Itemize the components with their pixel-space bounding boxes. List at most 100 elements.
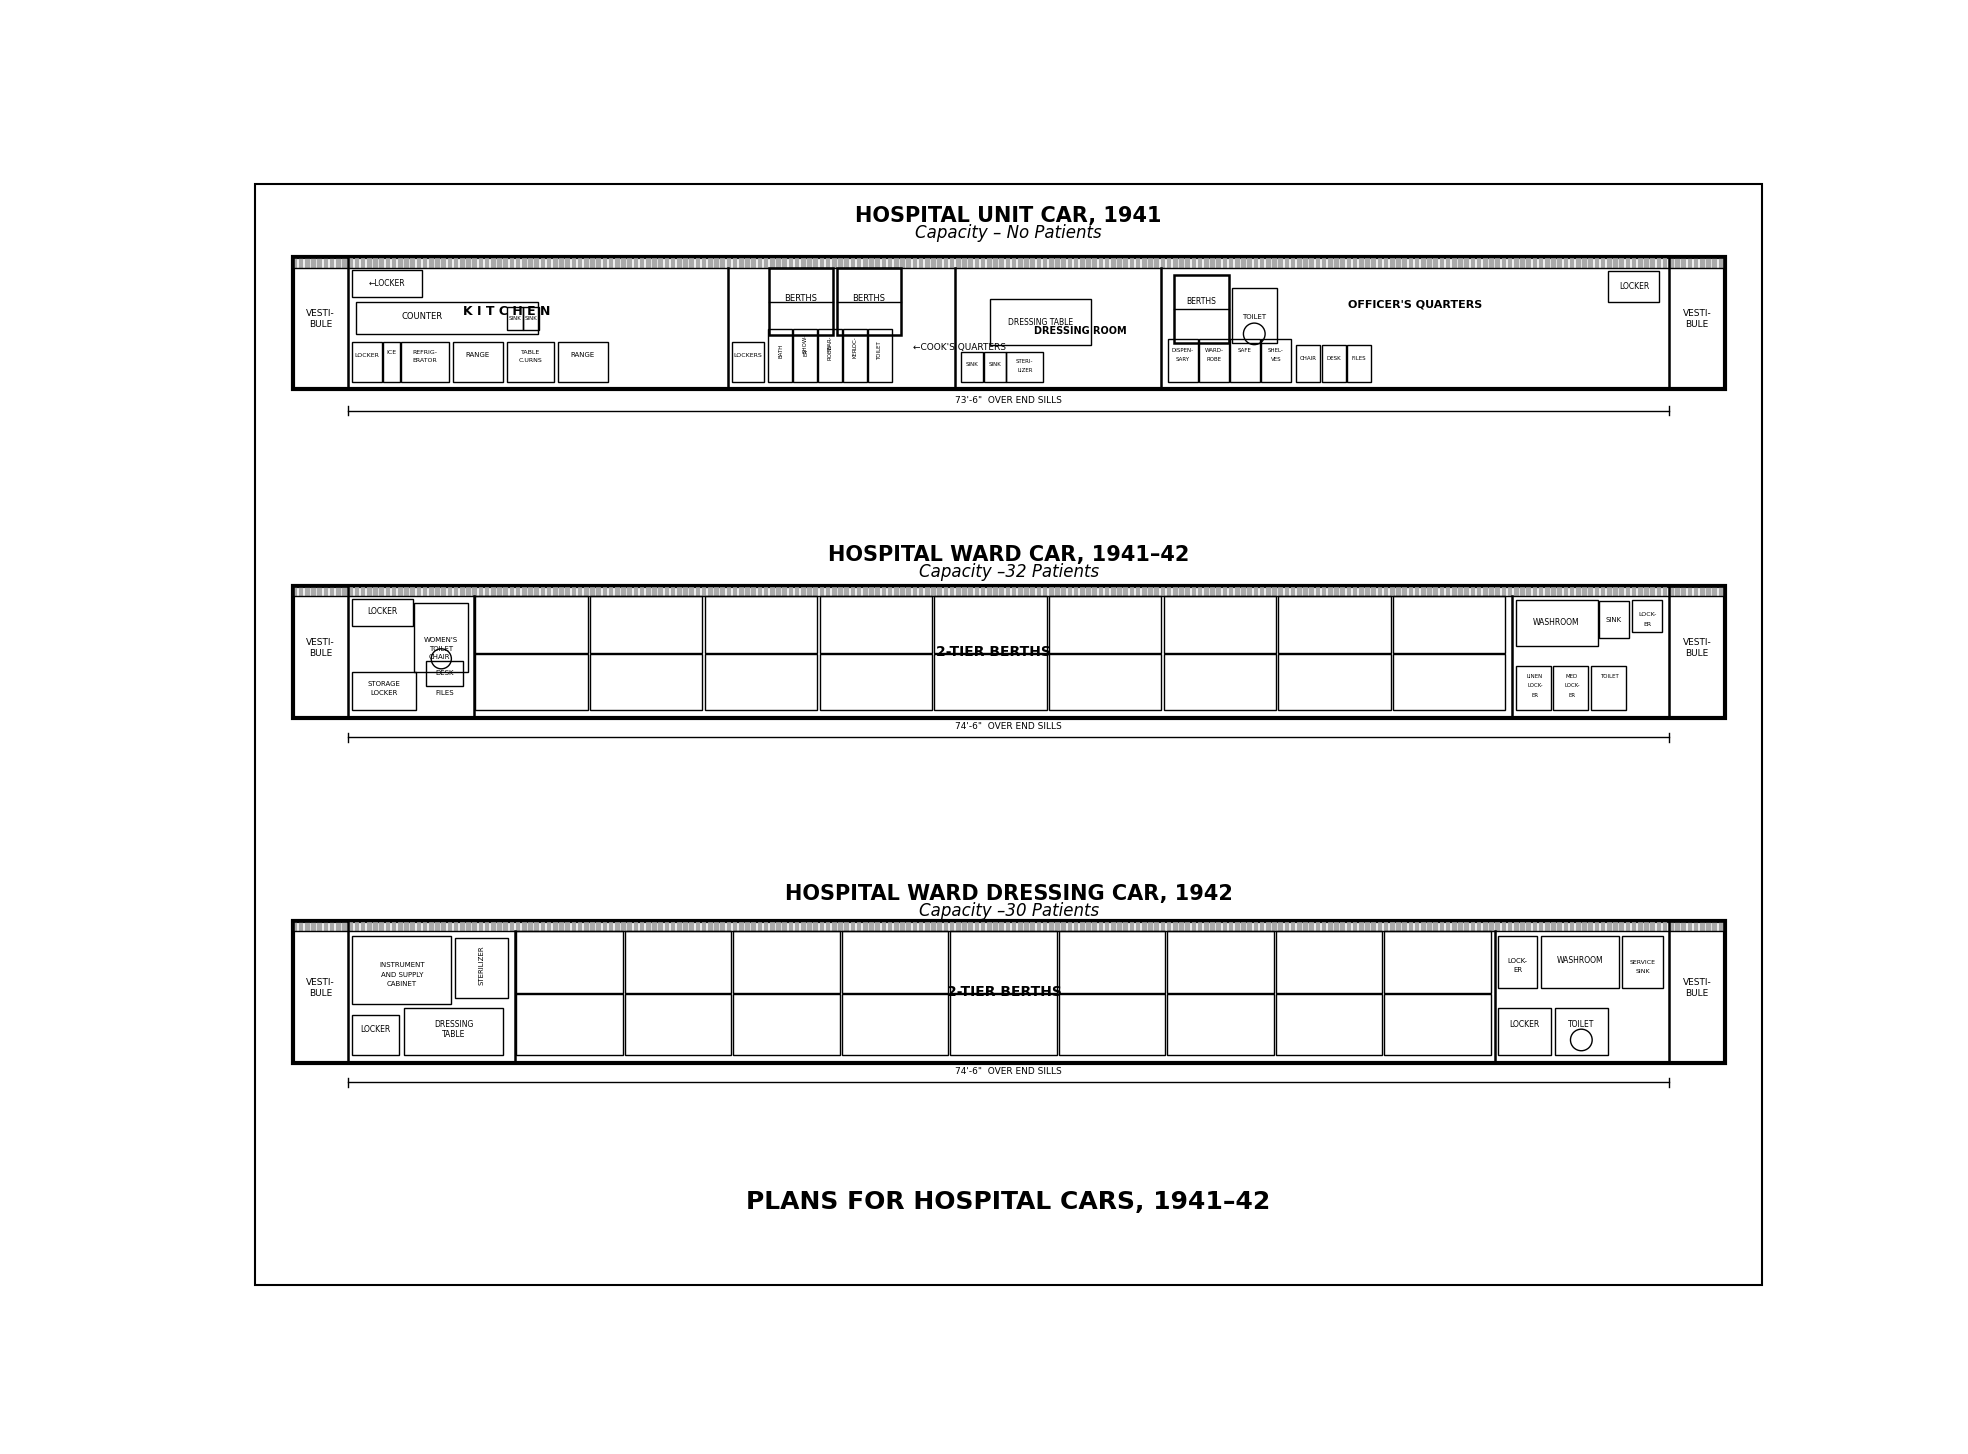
Bar xyxy=(1080,587,1084,596)
Bar xyxy=(634,922,638,932)
Text: BULE: BULE xyxy=(1685,648,1708,657)
Text: CABINET: CABINET xyxy=(388,981,417,987)
Bar xyxy=(293,259,297,268)
Bar xyxy=(1279,259,1283,268)
Bar xyxy=(1519,922,1525,932)
Bar xyxy=(813,587,819,596)
Bar xyxy=(626,993,732,1056)
Bar xyxy=(1261,339,1291,381)
Bar xyxy=(403,259,409,268)
Bar xyxy=(1439,259,1445,268)
Bar xyxy=(956,259,960,268)
Bar xyxy=(1118,259,1122,268)
Bar xyxy=(951,587,954,596)
Bar xyxy=(738,259,744,268)
Text: LOCKER: LOCKER xyxy=(368,608,398,616)
Text: SARY: SARY xyxy=(1177,356,1191,362)
Bar xyxy=(899,259,905,268)
Bar xyxy=(1498,936,1537,989)
Bar xyxy=(559,587,563,596)
Bar xyxy=(409,922,415,932)
Bar xyxy=(882,587,886,596)
Bar xyxy=(447,587,453,596)
Bar xyxy=(1334,587,1338,596)
Bar xyxy=(1279,596,1391,653)
Text: WASHROOM: WASHROOM xyxy=(1557,957,1604,965)
Bar xyxy=(1608,270,1659,301)
Text: LOCK-: LOCK- xyxy=(1527,683,1543,688)
Bar xyxy=(484,587,490,596)
Bar xyxy=(522,922,527,932)
Bar xyxy=(962,259,966,268)
Bar xyxy=(354,922,358,932)
Bar xyxy=(827,922,830,932)
Bar xyxy=(1378,587,1382,596)
Bar xyxy=(533,922,539,932)
Bar xyxy=(1427,922,1433,932)
Bar xyxy=(1098,587,1104,596)
Bar xyxy=(1110,922,1116,932)
Bar xyxy=(1067,259,1073,268)
Bar xyxy=(1031,587,1035,596)
Bar xyxy=(1563,259,1568,268)
Bar xyxy=(1669,587,1673,596)
Bar xyxy=(1557,587,1563,596)
Bar xyxy=(1608,587,1612,596)
Bar xyxy=(1372,587,1376,596)
Bar xyxy=(746,922,750,932)
Bar xyxy=(1669,586,1724,718)
Bar xyxy=(703,587,707,596)
Bar xyxy=(461,922,464,932)
Bar xyxy=(1104,587,1110,596)
Bar xyxy=(352,672,415,711)
Bar xyxy=(317,587,323,596)
Bar xyxy=(1681,922,1687,932)
Bar xyxy=(659,587,663,596)
Bar xyxy=(1285,922,1289,932)
Bar xyxy=(1484,922,1488,932)
Text: 74'-6"  OVER END SILLS: 74'-6" OVER END SILLS xyxy=(954,1067,1063,1076)
Bar xyxy=(614,922,620,932)
Bar xyxy=(677,259,681,268)
Bar xyxy=(1539,587,1543,596)
Bar xyxy=(455,587,459,596)
Bar xyxy=(608,587,614,596)
Bar xyxy=(1179,587,1183,596)
Bar xyxy=(1248,587,1252,596)
Text: LOCKER: LOCKER xyxy=(360,1025,390,1034)
Bar xyxy=(925,587,929,596)
Bar xyxy=(441,922,447,932)
Bar xyxy=(1242,587,1246,596)
Bar xyxy=(1061,587,1067,596)
Bar xyxy=(1348,345,1372,381)
Bar xyxy=(401,342,449,381)
Bar xyxy=(807,587,811,596)
Bar xyxy=(677,922,681,932)
Bar xyxy=(348,587,352,596)
Text: VESTI-: VESTI- xyxy=(1683,979,1710,987)
Bar xyxy=(732,922,738,932)
Bar xyxy=(1570,259,1574,268)
Bar xyxy=(893,259,899,268)
Bar xyxy=(1232,288,1277,343)
Bar xyxy=(1631,922,1635,932)
Bar xyxy=(547,259,551,268)
Bar xyxy=(1403,587,1407,596)
Bar xyxy=(527,587,533,596)
Bar xyxy=(646,922,651,932)
Bar xyxy=(695,922,701,932)
Bar xyxy=(665,587,669,596)
Bar xyxy=(541,587,545,596)
Bar xyxy=(360,259,366,268)
Bar xyxy=(374,587,378,596)
Bar xyxy=(1173,922,1177,932)
Bar xyxy=(622,259,626,268)
Bar xyxy=(994,922,998,932)
Text: TABLE: TABLE xyxy=(443,1029,464,1040)
Text: BULE: BULE xyxy=(1685,320,1708,329)
Text: LOCKERS: LOCKERS xyxy=(734,353,762,358)
Bar xyxy=(1234,587,1240,596)
Bar xyxy=(795,922,799,932)
Text: SERVICE: SERVICE xyxy=(1630,961,1655,965)
Bar xyxy=(590,654,703,711)
